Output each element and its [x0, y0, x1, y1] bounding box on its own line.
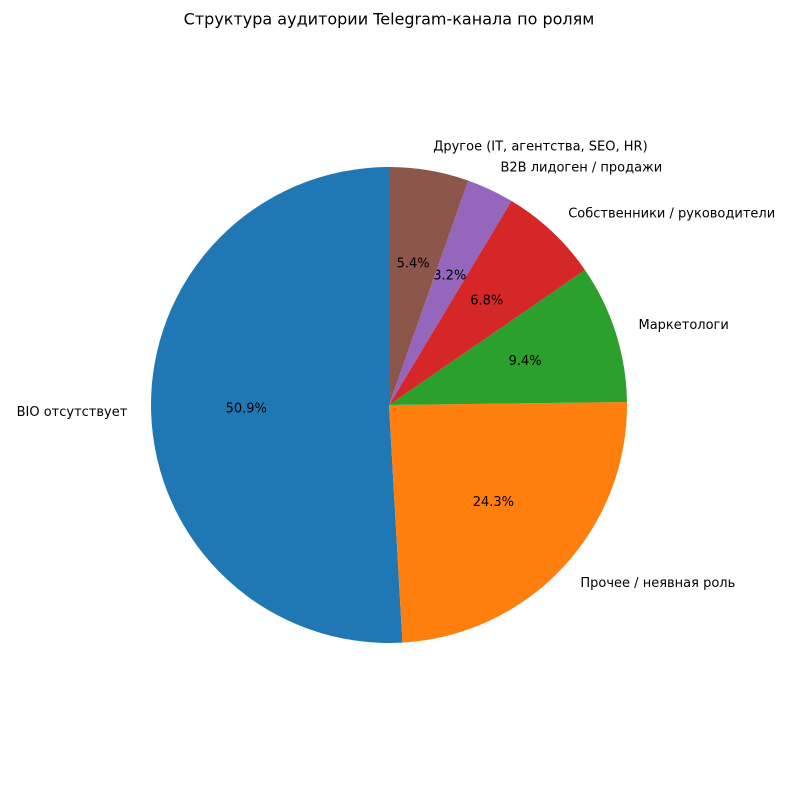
- value-label: 6.8%: [470, 293, 503, 308]
- slice-label: Другое (IT, агентства, SEO, HR): [433, 139, 647, 154]
- value-label: 5.4%: [397, 257, 430, 272]
- slice-label: B2B лидоген / продажи: [500, 161, 662, 176]
- value-label: 3.2%: [433, 268, 466, 283]
- pie-slice: [151, 167, 403, 643]
- value-label: 9.4%: [509, 354, 542, 369]
- slice-label: Маркетологи: [638, 318, 728, 333]
- value-label: 50.9%: [226, 402, 267, 417]
- slice-label: Прочее / неявная роль: [580, 576, 735, 591]
- pie-slice: [389, 269, 627, 405]
- slice-label: Собственники / руководители: [568, 207, 775, 222]
- chart-title: Структура аудитории Telegram-канала по р…: [184, 10, 595, 29]
- pie-slice: [389, 200, 586, 405]
- pie-slice: [389, 402, 627, 643]
- slice-label: BIO отсутствует: [17, 405, 128, 420]
- pie-slice: [389, 167, 469, 405]
- value-label: 24.3%: [473, 495, 514, 510]
- pie-slice: [389, 180, 512, 405]
